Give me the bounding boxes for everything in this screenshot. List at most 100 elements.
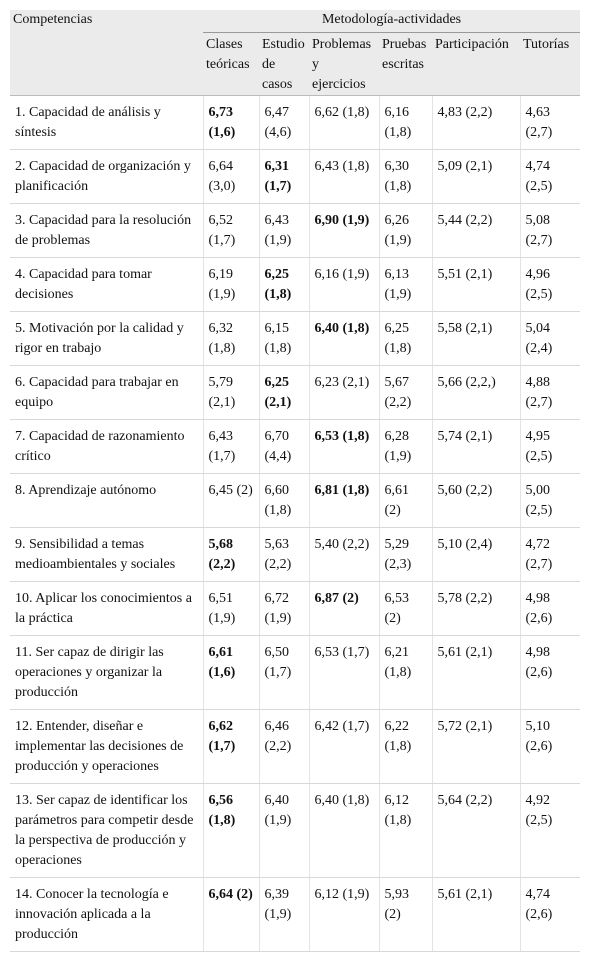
- value-cell: 6,30 (1,8): [378, 149, 432, 204]
- value-cell: 6,62 (1,7): [202, 709, 259, 784]
- value-cell: 5,51 (2,1): [431, 257, 520, 312]
- value-cell: 6,53 (2): [378, 581, 432, 636]
- table-row: 1. Capacidad de análisis y síntesis 6,73 …: [10, 95, 581, 150]
- value-cell: 6,25 (1,8): [258, 257, 309, 312]
- value-cell: 6,25 (2,1): [258, 365, 309, 420]
- value-cell: 6,43 (1,7): [202, 419, 259, 474]
- value-cell: 6,12 (1,8): [378, 783, 432, 878]
- table-row: 4. Capacidad para tomar decisiones 6,19 (…: [10, 257, 581, 312]
- value-cell: 5,40 (2,2): [308, 527, 379, 582]
- value-cell: 6,15 (1,8): [258, 311, 309, 366]
- value-cell: 5,09 (2,1): [431, 149, 520, 204]
- competence-cell: 5. Motivación por la calidad y rigor en …: [10, 311, 203, 366]
- table-row: 2. Capacidad de organización y planifica…: [10, 149, 581, 204]
- value-cell: 6,53 (1,7): [308, 635, 379, 710]
- value-cell: 5,58 (2,1): [431, 311, 520, 366]
- table-row: 5. Motivación por la calidad y rigor en …: [10, 311, 581, 366]
- value-cell: 5,67 (2,2): [378, 365, 432, 420]
- value-cell: 4,98 (2,6): [519, 635, 581, 710]
- value-cell: 4,95 (2,5): [519, 419, 581, 474]
- competence-cell: 7. Capacidad de razonamiento crítico: [10, 419, 203, 474]
- value-cell: 5,10 (2,6): [519, 709, 581, 784]
- competence-cell: 2. Capacidad de organización y planifica…: [10, 149, 203, 204]
- value-cell: 5,08 (2,7): [519, 203, 581, 258]
- value-cell: 6,16 (1,9): [308, 257, 379, 312]
- value-cell: 4,98 (2,6): [519, 581, 581, 636]
- value-cell: 5,29 (2,3): [378, 527, 432, 582]
- competence-cell: 1. Capacidad de análisis y síntesis: [10, 95, 203, 150]
- table-row: 6. Capacidad para trabajar en equipo 5,79…: [10, 365, 581, 420]
- value-cell: 5,68 (2,2): [202, 527, 259, 582]
- value-cell: 6,23 (2,1): [308, 365, 379, 420]
- competence-cell: 14. Conocer la tecnología e innovación a…: [10, 877, 203, 952]
- table-row: 9. Sensibilidad a temas medioambientales…: [10, 527, 581, 582]
- value-cell: 6,12 (1,9): [308, 877, 379, 952]
- table-row: 7. Capacidad de razonamiento crítico 6,43…: [10, 419, 581, 474]
- value-cell: 6,13 (1,9): [378, 257, 432, 312]
- value-cell: 6,40 (1,8): [308, 783, 379, 878]
- column-header: Tutorías: [520, 32, 581, 96]
- header-blank: [10, 32, 203, 96]
- value-cell: 6,90 (1,9): [308, 203, 379, 258]
- value-cell: 5,64 (2,2): [431, 783, 520, 878]
- value-cell: 6,32 (1,8): [202, 311, 259, 366]
- value-cell: 4,96 (2,5): [519, 257, 581, 312]
- value-cell: 6,21 (1,8): [378, 635, 432, 710]
- value-cell: 6,26 (1,9): [378, 203, 432, 258]
- value-cell: 4,92 (2,5): [519, 783, 581, 878]
- value-cell: 5,72 (2,1): [431, 709, 520, 784]
- value-cell: 4,88 (2,7): [519, 365, 581, 420]
- value-cell: 5,00 (2,5): [519, 473, 581, 528]
- competencias-table: Competencias Metodología-actividades Cla…: [10, 10, 581, 952]
- value-cell: 5,61 (2,1): [431, 877, 520, 952]
- value-cell: 6,61 (1,6): [202, 635, 259, 710]
- value-cell: 6,25 (1,8): [378, 311, 432, 366]
- value-cell: 6,56 (1,8): [202, 783, 259, 878]
- value-cell: 6,40 (1,9): [258, 783, 309, 878]
- header-group: Metodología-actividades: [203, 10, 581, 33]
- competence-cell: 3. Capacidad para la resolución de probl…: [10, 203, 203, 258]
- value-cell: 6,19 (1,9): [202, 257, 259, 312]
- competence-cell: 12. Entender, diseñar e implementar las …: [10, 709, 203, 784]
- value-cell: 4,63 (2,7): [519, 95, 581, 150]
- value-cell: 6,16 (1,8): [378, 95, 432, 150]
- value-cell: 6,47 (4,6): [258, 95, 309, 150]
- value-cell: 5,04 (2,4): [519, 311, 581, 366]
- table-body: 1. Capacidad de análisis y síntesis 6,73 …: [10, 95, 581, 952]
- competence-cell: 9. Sensibilidad a temas medioambientales…: [10, 527, 203, 582]
- value-cell: 6,43 (1,8): [308, 149, 379, 204]
- value-cell: 5,10 (2,4): [431, 527, 520, 582]
- value-cell: 4,74 (2,6): [519, 877, 581, 952]
- value-cell: 6,50 (1,7): [258, 635, 309, 710]
- value-cell: 6,64 (2): [202, 877, 259, 952]
- competence-cell: 8. Aprendizaje autónomo: [10, 473, 203, 528]
- value-cell: 6,53 (1,8): [308, 419, 379, 474]
- value-cell: 4,72 (2,7): [519, 527, 581, 582]
- table-row: 10. Aplicar los conocimientos a la práct…: [10, 581, 581, 636]
- value-cell: 6,31 (1,7): [258, 149, 309, 204]
- value-cell: 6,43 (1,9): [258, 203, 309, 258]
- table-row: 13. Ser capaz de identificar los parámet…: [10, 783, 581, 878]
- value-cell: 5,78 (2,2): [431, 581, 520, 636]
- value-cell: 5,61 (2,1): [431, 635, 520, 710]
- competence-cell: 4. Capacidad para tomar decisiones: [10, 257, 203, 312]
- value-cell: 6,72 (1,9): [258, 581, 309, 636]
- table-row: 11. Ser capaz de dirigir las operaciones…: [10, 635, 581, 710]
- value-cell: 5,44 (2,2): [431, 203, 520, 258]
- value-cell: 6,73 (1,6): [202, 95, 259, 150]
- table-row: 3. Capacidad para la resolución de probl…: [10, 203, 581, 258]
- competence-cell: 10. Aplicar los conocimientos a la práct…: [10, 581, 203, 636]
- header-first: Competencias: [10, 10, 203, 33]
- value-cell: 5,74 (2,1): [431, 419, 520, 474]
- column-header: Estudio de casos: [259, 32, 309, 96]
- value-cell: 5,60 (2,2): [431, 473, 520, 528]
- value-cell: 6,46 (2,2): [258, 709, 309, 784]
- value-cell: 6,60 (1,8): [258, 473, 309, 528]
- value-cell: 6,42 (1,7): [308, 709, 379, 784]
- value-cell: 4,74 (2,5): [519, 149, 581, 204]
- value-cell: 4,83 (2,2): [431, 95, 520, 150]
- value-cell: 6,81 (1,8): [308, 473, 379, 528]
- value-cell: 6,28 (1,9): [378, 419, 432, 474]
- column-header: Participación: [432, 32, 520, 96]
- value-cell: 6,22 (1,8): [378, 709, 432, 784]
